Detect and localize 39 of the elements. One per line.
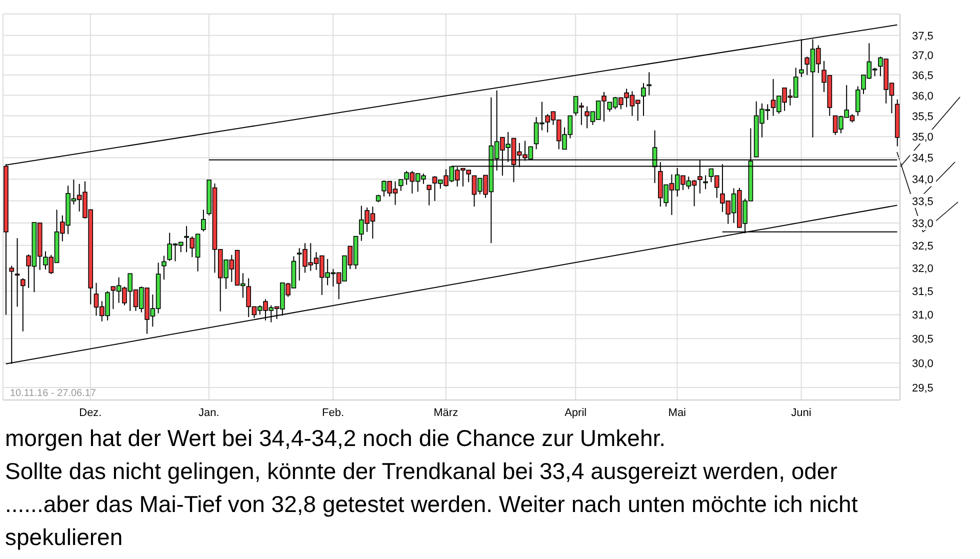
y-tick-label: 36,5 — [912, 70, 934, 82]
y-tick-label: 35,0 — [912, 132, 934, 144]
x-tick-label: Jan. — [198, 406, 220, 419]
y-tick-label: 37,5 — [912, 30, 934, 42]
candlestick — [14, 238, 20, 308]
candlestick — [799, 38, 804, 78]
y-tick-label: 35,5 — [912, 110, 934, 123]
y-tick-label: 31,0 — [912, 310, 934, 322]
x-tick-label: Feb. — [322, 406, 344, 419]
y-tick-label: 30,5 — [912, 334, 934, 346]
y-tick-label: 29,5 — [912, 382, 934, 395]
y-tick-label: 34,5 — [912, 152, 934, 165]
y-tick-label: 33,5 — [912, 196, 934, 208]
y-tick-label: 36,0 — [912, 90, 934, 102]
text: morgen hat der Wert bei 34,4-34,2 noch die Chance zur Umkehr. — [5, 424, 667, 453]
candlestick — [646, 72, 652, 96]
candlestick — [162, 255, 166, 280]
candlestick — [20, 278, 26, 332]
annotation: 10.11.16 - 27.06.17 — [10, 388, 96, 399]
y-tick-label: 33,0 — [912, 218, 934, 230]
x-tick-label: April — [564, 406, 587, 419]
text: Sollte das nicht gelingen, könnte der Trendkanal bei 33,4 ausgereizt werden, oder — [5, 457, 838, 486]
x-tick-label: Dez. — [79, 406, 102, 419]
candlestick — [184, 226, 189, 253]
y-tick-label: 32,5 — [912, 240, 934, 252]
y-tick-label: 37,0 — [912, 50, 934, 62]
candlestick — [855, 86, 860, 116]
candlestick — [641, 82, 646, 116]
candlestick — [426, 184, 432, 206]
y-tick-label: 32,0 — [912, 263, 934, 276]
candlestick — [703, 174, 708, 190]
x-tick-label: Juni — [791, 406, 812, 419]
candlestick — [201, 209, 206, 232]
text: ......aber das Mai-Tief von 32,8 getestet werden. Weiter nach unten möchte ich nicht spekulieren — [5, 490, 859, 552]
y-tick-label: 31,5 — [912, 286, 934, 298]
y-tick-label: 30,0 — [912, 358, 934, 370]
y-tick-label: 34,0 — [912, 174, 934, 186]
x-tick-label: März — [434, 406, 458, 419]
x-tick-label: Mai — [668, 406, 686, 419]
